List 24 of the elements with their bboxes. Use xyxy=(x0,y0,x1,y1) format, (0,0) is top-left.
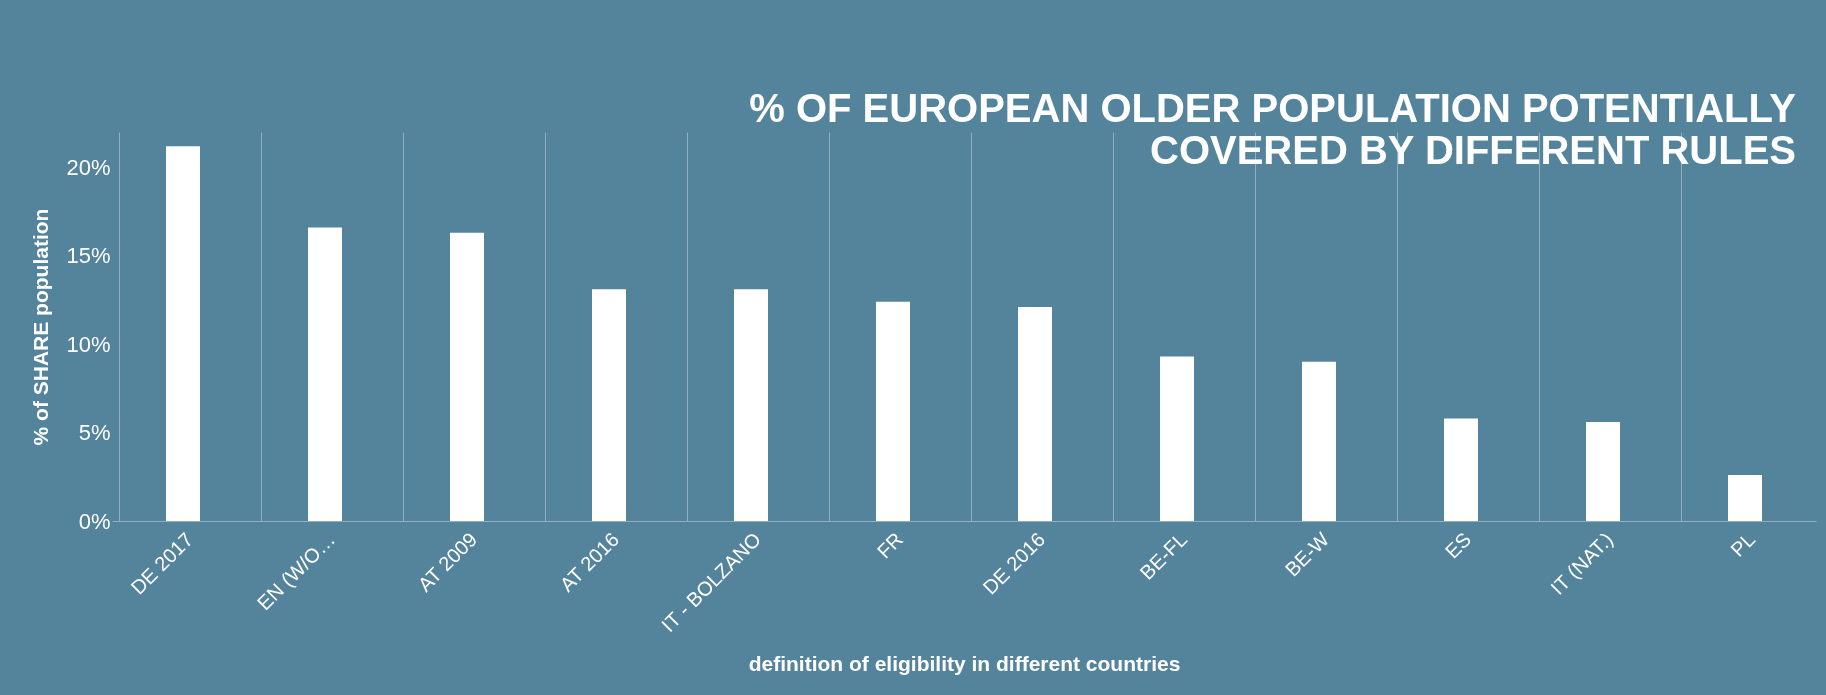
bar xyxy=(592,289,626,521)
bar xyxy=(166,146,200,521)
x-axis-title: definition of eligibility in different countries xyxy=(748,652,1181,676)
bar xyxy=(734,289,768,521)
bar xyxy=(1160,356,1194,521)
text: COVERED BY DIFFERENT RULES xyxy=(1150,128,1796,172)
y-tick-label: 0% xyxy=(78,508,111,534)
y-tick-label: 10% xyxy=(66,331,111,357)
bar xyxy=(1444,418,1478,521)
bar xyxy=(1586,421,1620,521)
bar xyxy=(1302,361,1336,521)
y-axis-title: % of SHARE population xyxy=(29,208,53,446)
bar xyxy=(1018,307,1052,521)
y-tick-label: 15% xyxy=(66,243,111,269)
x-tick-label: ES xyxy=(1440,528,1476,563)
x-tick-label: FR xyxy=(872,528,908,563)
text: % OF EUROPEAN OLDER POPULATION POTENTIALLY xyxy=(749,86,1796,130)
bar xyxy=(876,301,910,521)
bar xyxy=(1728,475,1762,521)
x-tick-label: PL xyxy=(1726,528,1760,561)
bar xyxy=(450,232,484,521)
y-tick-label: 20% xyxy=(66,154,111,180)
bar xyxy=(308,227,342,521)
y-tick-label: 5% xyxy=(78,420,111,446)
